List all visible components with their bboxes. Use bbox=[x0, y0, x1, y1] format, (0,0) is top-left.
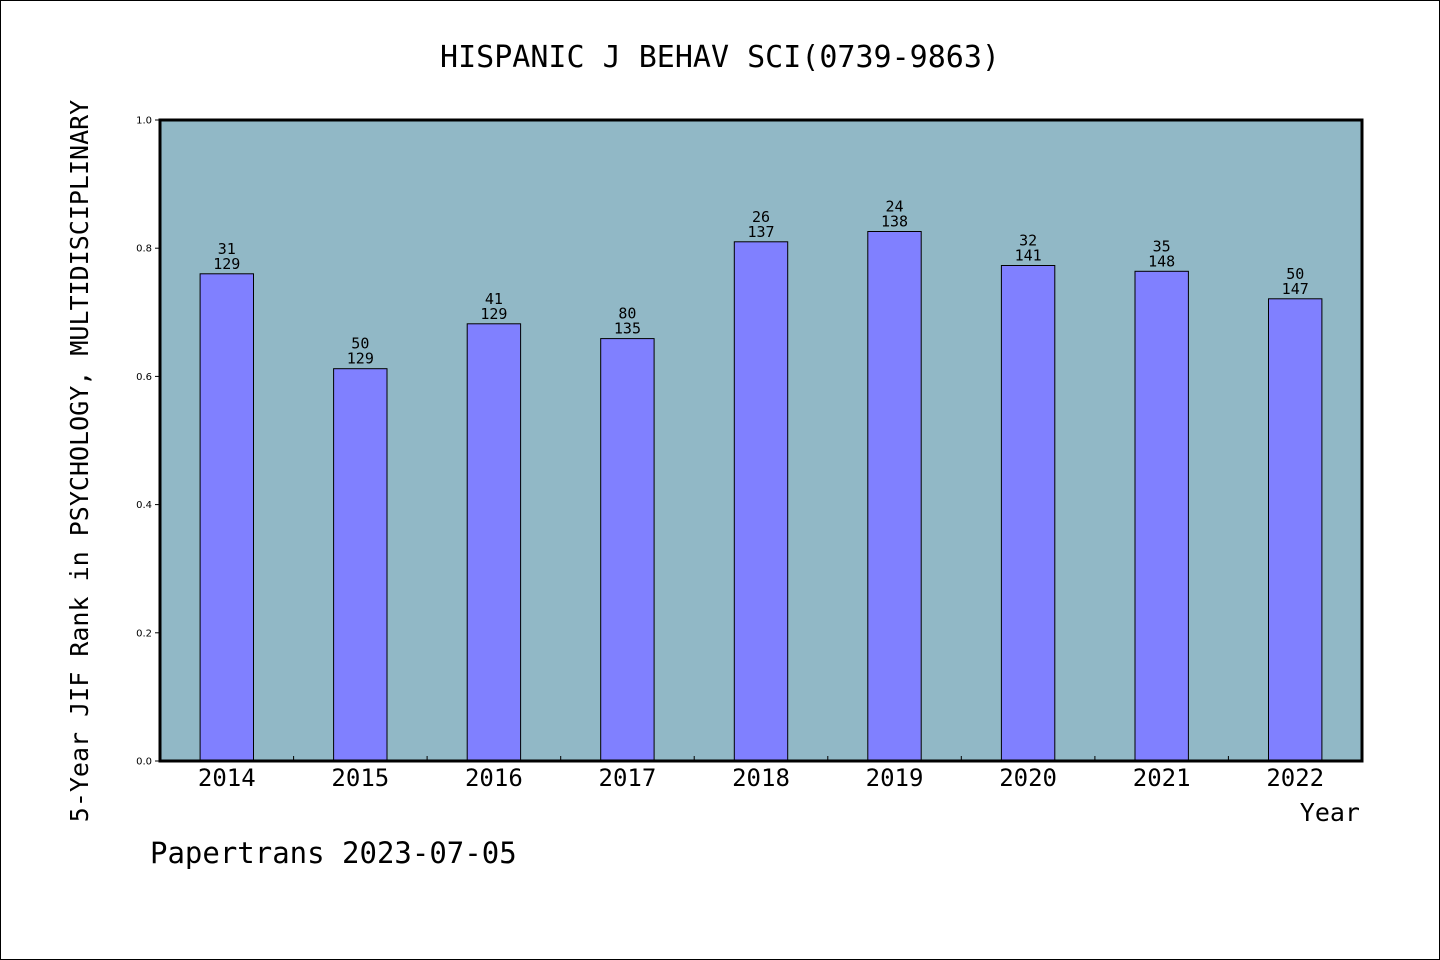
bar-total-label-2018: 137 bbox=[747, 223, 774, 241]
y-tick-label: 0.0 bbox=[136, 757, 152, 768]
x-axis: 2014 2015 2016 2017 2018 2019 2020 2021 2022 bbox=[198, 756, 1324, 792]
bar-2015 bbox=[333, 368, 388, 762]
bar-rank-label-2021: 35 bbox=[1153, 237, 1171, 255]
bar-total-label-2014: 129 bbox=[213, 255, 240, 273]
bar-2019 bbox=[867, 231, 922, 762]
x-tick-label-2021: 2021 bbox=[1133, 764, 1191, 792]
bar-total-label-2022: 147 bbox=[1282, 280, 1309, 298]
bar-2020 bbox=[1000, 265, 1056, 762]
x-tick-label-2019: 2019 bbox=[866, 764, 924, 792]
bar-rank-label-2020: 32 bbox=[1019, 232, 1037, 250]
bar-2022 bbox=[1268, 298, 1323, 762]
bar-2017 bbox=[600, 338, 655, 762]
y-axis: 0.0 0.2 0.4 0.6 0.8 1.0 bbox=[136, 116, 160, 768]
bar-rank-label-2018: 26 bbox=[752, 208, 770, 226]
bar-rank-label-2015: 50 bbox=[351, 335, 369, 353]
bar-rank-label-2019: 24 bbox=[886, 198, 904, 216]
x-tick-label-2015: 2015 bbox=[331, 764, 389, 792]
bar-total-label-2020: 141 bbox=[1015, 247, 1042, 265]
y-tick-label: 0.4 bbox=[136, 500, 152, 511]
x-tick-label-2022: 2022 bbox=[1266, 764, 1324, 792]
x-tick-label-2018: 2018 bbox=[732, 764, 790, 792]
bar-total-label-2017: 135 bbox=[614, 320, 641, 338]
bar-2014 bbox=[199, 273, 255, 762]
bar-total-label-2019: 138 bbox=[881, 213, 908, 231]
footer-credit: Papertrans 2023-07-05 bbox=[150, 836, 517, 870]
bars-group bbox=[199, 231, 1323, 762]
y-tick-label: 0.6 bbox=[136, 372, 152, 383]
bar-2016 bbox=[466, 323, 522, 762]
x-axis-title: Year bbox=[1300, 798, 1360, 827]
x-tick-label-2017: 2017 bbox=[599, 764, 657, 792]
x-tick-label-2016: 2016 bbox=[465, 764, 523, 792]
bar-2021 bbox=[1134, 270, 1189, 762]
bar-rank-label-2017: 80 bbox=[618, 305, 636, 323]
x-tick-label-2014: 2014 bbox=[198, 764, 256, 792]
plot-border bbox=[158, 118, 1364, 763]
bar-2018 bbox=[733, 241, 789, 762]
y-axis-title: 5-Year JIF Rank in PSYCHOLOGY, MULTIDISC… bbox=[65, 100, 94, 822]
chart-title: HISPANIC J BEHAV SCI(0739-9863) bbox=[440, 40, 1000, 75]
y-tick-label: 1.0 bbox=[136, 116, 152, 127]
bar-total-label-2015: 129 bbox=[347, 350, 374, 368]
bar-rank-label-2016: 41 bbox=[485, 290, 503, 308]
bar-total-label-2016: 129 bbox=[480, 305, 507, 323]
x-tick-label-2020: 2020 bbox=[999, 764, 1057, 792]
y-tick-label: 0.8 bbox=[136, 244, 152, 255]
y-tick-label: 0.2 bbox=[136, 628, 152, 639]
bar-rank-label-2014: 31 bbox=[218, 240, 236, 258]
bar-rank-label-2022: 50 bbox=[1286, 265, 1304, 283]
bar-total-label-2021: 148 bbox=[1148, 252, 1175, 270]
